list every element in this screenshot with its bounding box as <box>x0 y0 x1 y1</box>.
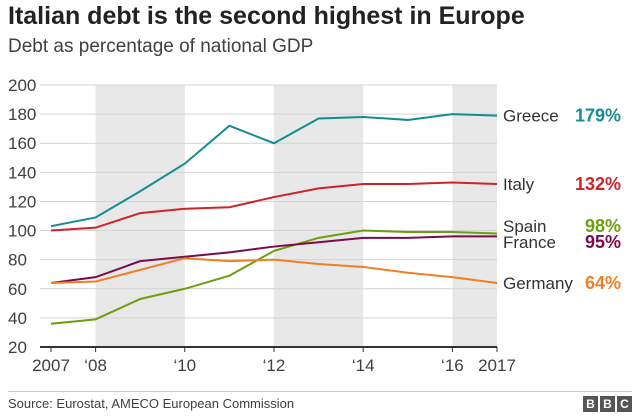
chart-title: Italian debt is the second highest in Eu… <box>8 2 525 30</box>
series-line-italy <box>50 181 498 232</box>
x-tick-label: ‘16 <box>441 356 464 375</box>
series-line-spain <box>50 229 498 325</box>
series-line-france <box>50 235 497 284</box>
y-tick-label: 120 <box>8 192 36 211</box>
series-name-greece: Greece <box>503 107 559 126</box>
shaded-band <box>274 85 364 347</box>
y-tick-label: 60 <box>8 280 27 299</box>
series-name-spain: Spain <box>503 217 546 236</box>
series-value-germany: 64% <box>585 273 621 293</box>
line-chart: 20 40 60 80 100 120 140 160 180 200 2007 ‘08 ‘10 ‘12 ‘… <box>8 76 621 375</box>
series-value-spain: 98% <box>585 216 621 236</box>
series-name-germany: Germany <box>503 274 573 293</box>
x-tick-label: 2017 <box>478 356 516 375</box>
series-name-france: France <box>503 233 556 252</box>
y-tick-label: 160 <box>8 134 36 153</box>
x-tick-label: 2007 <box>32 356 70 375</box>
x-tick-label: ‘08 <box>84 356 107 375</box>
series-value-france: 95% <box>585 232 621 252</box>
y-tick-label: 20 <box>8 338 27 357</box>
chart-subtitle: Debt as percentage of national GDP <box>8 36 314 57</box>
y-tick-label: 200 <box>8 76 36 95</box>
y-tick-label: 80 <box>8 251 27 270</box>
x-tick-label: ‘10 <box>173 356 196 375</box>
footer-divider <box>8 391 632 392</box>
series-value-greece: 179% <box>575 106 621 126</box>
y-tick-label: 140 <box>8 163 36 182</box>
shaded-band <box>452 85 497 347</box>
x-tick-label: ‘14 <box>352 356 375 375</box>
source-note: Source: Eurostat, AMECO European Commiss… <box>8 396 295 411</box>
y-tick-label: 180 <box>8 105 36 124</box>
series-name-italy: Italy <box>503 175 535 194</box>
shaded-band <box>95 85 185 347</box>
series-value-italy: 132% <box>575 174 621 194</box>
series-line-greece <box>50 113 498 228</box>
x-tick-label: ‘12 <box>263 356 286 375</box>
y-tick-label: 40 <box>8 309 27 328</box>
y-tick-label: 100 <box>8 222 36 241</box>
series-line-germany <box>50 257 498 284</box>
